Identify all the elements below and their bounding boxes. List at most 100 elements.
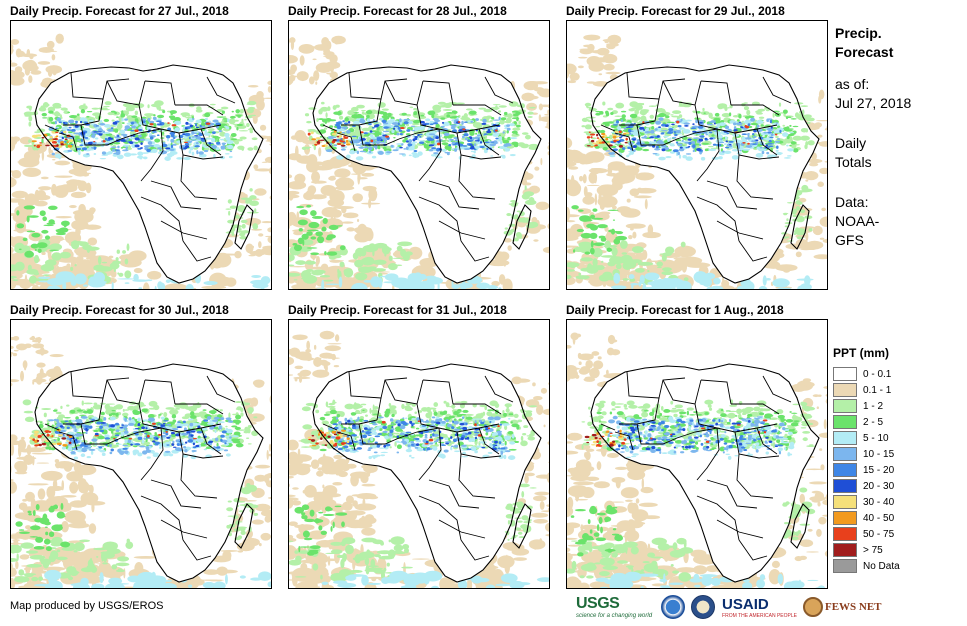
precip-cell [380, 117, 384, 121]
precip-cell [195, 126, 200, 129]
precip-cell [817, 181, 824, 187]
precip-cell [12, 335, 20, 341]
precip-cell [755, 153, 764, 158]
precip-cell [383, 137, 387, 142]
precip-cell [804, 144, 808, 150]
panel-title: Daily Precip. Forecast for 27 Jul., 2018 [10, 4, 229, 18]
precip-cell [68, 119, 75, 124]
precip-cell [483, 149, 488, 154]
precip-cell [633, 195, 652, 199]
precip-cell [329, 259, 342, 263]
precip-cell [812, 225, 823, 236]
precip-cell [406, 129, 411, 132]
precip-cell [364, 141, 371, 145]
precip-cell [56, 256, 79, 263]
precip-cell [808, 162, 819, 167]
precip-cell [680, 118, 683, 122]
precip-cell [432, 118, 439, 121]
precip-cell [370, 139, 374, 143]
precip-cell [301, 233, 309, 240]
precip-cell [149, 136, 154, 140]
precip-cell [43, 412, 47, 418]
precip-cell [412, 141, 418, 144]
precip-cell [576, 228, 585, 233]
precip-cell [89, 254, 97, 263]
precip-cell [760, 124, 764, 127]
precip-cell [75, 275, 80, 281]
precip-cell [38, 576, 44, 581]
precip-cell [321, 37, 330, 47]
precip-cell [16, 553, 19, 561]
precip-cell [19, 278, 32, 289]
precip-cell [606, 247, 613, 252]
precip-cell [629, 113, 638, 119]
precip-cell [138, 573, 147, 581]
precip-cell [364, 146, 369, 149]
precip-cell [705, 133, 709, 136]
precip-cell [593, 131, 598, 134]
precip-cell [447, 147, 452, 152]
precip-cell [56, 511, 65, 519]
precip-cell [157, 281, 163, 289]
precip-cell [361, 110, 366, 112]
precip-cell [49, 149, 54, 154]
precip-cell [18, 529, 25, 531]
precip-cell [506, 129, 509, 134]
precip-map [288, 20, 550, 290]
precip-cell [490, 141, 495, 143]
precip-cell [450, 124, 457, 128]
precip-cell [14, 66, 23, 73]
precip-cell [175, 407, 181, 410]
precip-cell [60, 541, 71, 548]
precip-cell [673, 280, 676, 289]
precip-cell [323, 279, 334, 282]
precip-cell [248, 114, 257, 117]
precip-cell [363, 256, 374, 263]
precip-cell [214, 136, 221, 139]
precip-cell [58, 184, 77, 193]
precip-cell [610, 230, 623, 233]
precip-cell [59, 227, 69, 233]
precip-cell [54, 458, 60, 464]
precip-cell [39, 421, 43, 424]
precip-cell [413, 107, 418, 111]
precip-cell [52, 365, 62, 377]
precip-cell [586, 55, 602, 67]
precip-cell [429, 120, 434, 123]
precip-cell [110, 110, 116, 113]
precip-cell [681, 139, 684, 142]
precip-cell [48, 110, 54, 114]
precip-cell [637, 187, 643, 192]
precip-cell [359, 119, 366, 124]
precip-cell [150, 582, 157, 588]
precip-cell [527, 116, 533, 118]
precip-cell [752, 143, 757, 145]
precip-cell [745, 137, 752, 140]
precip-cell [236, 126, 239, 131]
africa-coastline [312, 64, 542, 284]
precip-cell [792, 214, 797, 218]
precip-cell [330, 175, 349, 177]
precip-cell [708, 148, 717, 152]
precip-cell [11, 379, 20, 383]
precip-cell [417, 132, 424, 138]
precip-cell [484, 141, 490, 144]
precip-cell [41, 407, 52, 411]
precip-cell [188, 584, 193, 588]
precip-cell [51, 536, 63, 545]
precip-cell [720, 138, 723, 141]
precip-cell [372, 259, 387, 265]
precip-cell [796, 278, 814, 281]
precip-cell [104, 137, 108, 141]
precip-cell [587, 120, 596, 123]
precip-cell [249, 198, 253, 203]
precip-cell [167, 154, 173, 158]
precip-cell [662, 267, 672, 272]
precip-cell [41, 136, 45, 139]
precip-cell [37, 248, 42, 254]
precip-cell [692, 130, 697, 133]
precip-cell [253, 380, 264, 388]
precip-cell [717, 134, 723, 139]
precip-cell [307, 128, 316, 132]
precip-cell [79, 539, 91, 543]
